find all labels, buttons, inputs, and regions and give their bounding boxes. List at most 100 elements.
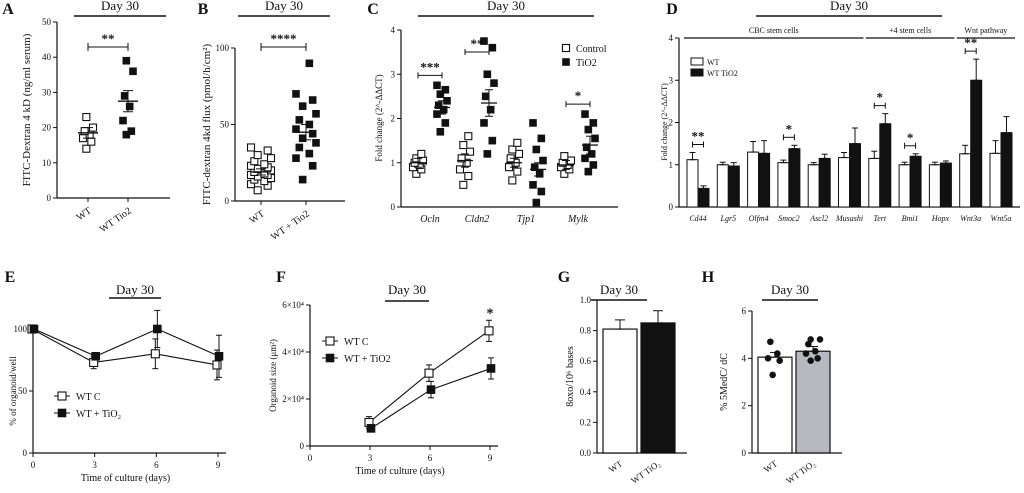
- significance-0-label: ***: [420, 59, 440, 74]
- data-point: [305, 59, 314, 68]
- data-point: [426, 385, 436, 394]
- panel-g-y-tick-label: 0.2: [580, 417, 591, 427]
- x-tick-label-10: Wnt5a: [991, 214, 1012, 223]
- data-point: [776, 357, 783, 365]
- x-tick-label: 6: [428, 453, 433, 463]
- x-tick-label-3: Smoc2: [778, 214, 799, 223]
- data-point: [513, 138, 522, 147]
- data-point: [537, 134, 546, 143]
- data-point: [417, 149, 426, 158]
- panel-h: H Day 30 0 2 4 6 % 5MedC/ dC WT WT TiO₂: [702, 269, 842, 486]
- panel-h-y-tick-label: 6: [742, 306, 747, 316]
- data-point: [308, 162, 317, 170]
- data-point: [584, 125, 593, 134]
- x-tick-label-1: WT Tio2: [98, 205, 134, 235]
- panel-g-title: Day 30: [600, 282, 638, 297]
- data-point: [212, 360, 222, 370]
- x-tick-label-0: Ocln: [420, 214, 439, 225]
- panel-b-title: Day 30: [265, 0, 303, 13]
- group-label-1: +4 stem cells: [889, 26, 931, 35]
- panel-b-y-tick-label: 0: [225, 196, 230, 206]
- panel-c-y-label: Fold change (2^-ΔΔCT): [374, 74, 384, 161]
- panel-a-y-tick-label: 20: [42, 123, 52, 133]
- data-point: [535, 170, 544, 178]
- data-point: [483, 70, 492, 79]
- bar-wt-tio2: [697, 187, 710, 208]
- x-tick-label-2: Tjp1: [517, 214, 535, 225]
- panel-a-y-tick-label: 50: [42, 17, 52, 27]
- data-point: [508, 176, 517, 185]
- bar-wt-tio2: [849, 143, 861, 208]
- data-point: [589, 161, 598, 169]
- data-point: [486, 105, 495, 114]
- panel-a-y-tick-label: 0: [47, 193, 52, 203]
- significance-7-label: *: [907, 130, 914, 145]
- panel-f-y-label: Organoid size (μm²): [268, 339, 278, 412]
- panel-d-y-tick-label: 1: [669, 160, 674, 170]
- bar-wt: [959, 153, 972, 208]
- panel-f-title: Day 30: [388, 282, 426, 297]
- significance-3-label: *: [575, 88, 582, 103]
- data-point: [539, 156, 547, 165]
- significance-label: ****: [271, 31, 297, 46]
- data-point: [486, 364, 496, 373]
- legend-label-0: WT C: [344, 337, 369, 348]
- panel-d: D Day 30 0 1 2 3 4 Fold change (2^-ΔΔCT) CBC ste…: [660, 0, 1020, 223]
- bar-wt: [807, 164, 820, 208]
- bar-wt-tio2: [727, 165, 740, 208]
- data-point: [82, 112, 91, 122]
- panel-label-b: B: [198, 1, 209, 18]
- legend-marker-1: [57, 408, 67, 418]
- data-point: [769, 371, 776, 379]
- bar-wt-tio2: [818, 157, 831, 208]
- data-point: [488, 43, 497, 52]
- x-tick-label-4: Ascl2: [809, 214, 828, 223]
- x-tick-label-9: Wnt3a: [960, 214, 981, 223]
- significance-label: *: [487, 306, 494, 321]
- x-tick-label-1: WT TiO₂: [784, 458, 817, 485]
- panel-a-y-tick-label: 10: [42, 158, 52, 168]
- data-point: [298, 134, 307, 143]
- x-tick-label-0: WT: [607, 458, 625, 475]
- data-point: [298, 175, 307, 184]
- data-point: [266, 154, 276, 163]
- panel-b-y-tick-label: 50: [220, 120, 230, 130]
- bar-wt-tio2: [758, 152, 771, 208]
- panel-c-y-tick-label: 4: [391, 25, 396, 35]
- data-point: [246, 143, 256, 152]
- panel-e-y-tick-label: 0: [23, 448, 28, 458]
- data-point: [122, 56, 131, 65]
- data-point: [483, 150, 492, 158]
- data-point: [312, 139, 320, 147]
- panel-d-y-tick-label: 4: [669, 33, 674, 43]
- panel-g-y-tick-label: 0.8: [580, 326, 592, 336]
- panel-g: G Day 30 0.0 0.2 0.4 0.6 0.8 1.0 8oxo/10⁶ bases W…: [558, 269, 687, 486]
- x-tick-label: 9: [488, 453, 493, 463]
- data-point: [581, 154, 589, 163]
- data-point: [153, 324, 162, 334]
- significance-9-label: **: [964, 35, 977, 50]
- panel-d-title: Day 30: [830, 0, 868, 13]
- group-label-0: CBC stem cells: [749, 26, 799, 35]
- bar-1: [795, 350, 831, 454]
- panel-c-y-tick-label: 2: [391, 114, 396, 124]
- data-point: [298, 102, 307, 110]
- panel-a-title: Day 30: [101, 0, 139, 13]
- panel-h-y-tick-label: 0: [742, 448, 747, 458]
- data-point: [774, 350, 781, 357]
- x-tick-label-5: Musashi: [835, 214, 863, 223]
- data-point: [490, 79, 498, 87]
- data-point: [433, 81, 441, 90]
- data-point: [462, 158, 471, 167]
- panel-a: A Day 30 0 10 20 30 40 50 FITC-Dextran 4 kD (ng/…: [2, 0, 170, 235]
- panel-f-y-tick-label: 0: [300, 441, 305, 451]
- panel-label-d: D: [666, 1, 678, 18]
- legend-marker-0: [325, 336, 335, 346]
- bar-wt: [868, 157, 881, 208]
- panel-c-y-tick-label: 1: [391, 158, 396, 168]
- data-point: [532, 145, 541, 154]
- data-point: [459, 180, 468, 189]
- series-line-1: [33, 328, 220, 357]
- data-point: [767, 338, 774, 346]
